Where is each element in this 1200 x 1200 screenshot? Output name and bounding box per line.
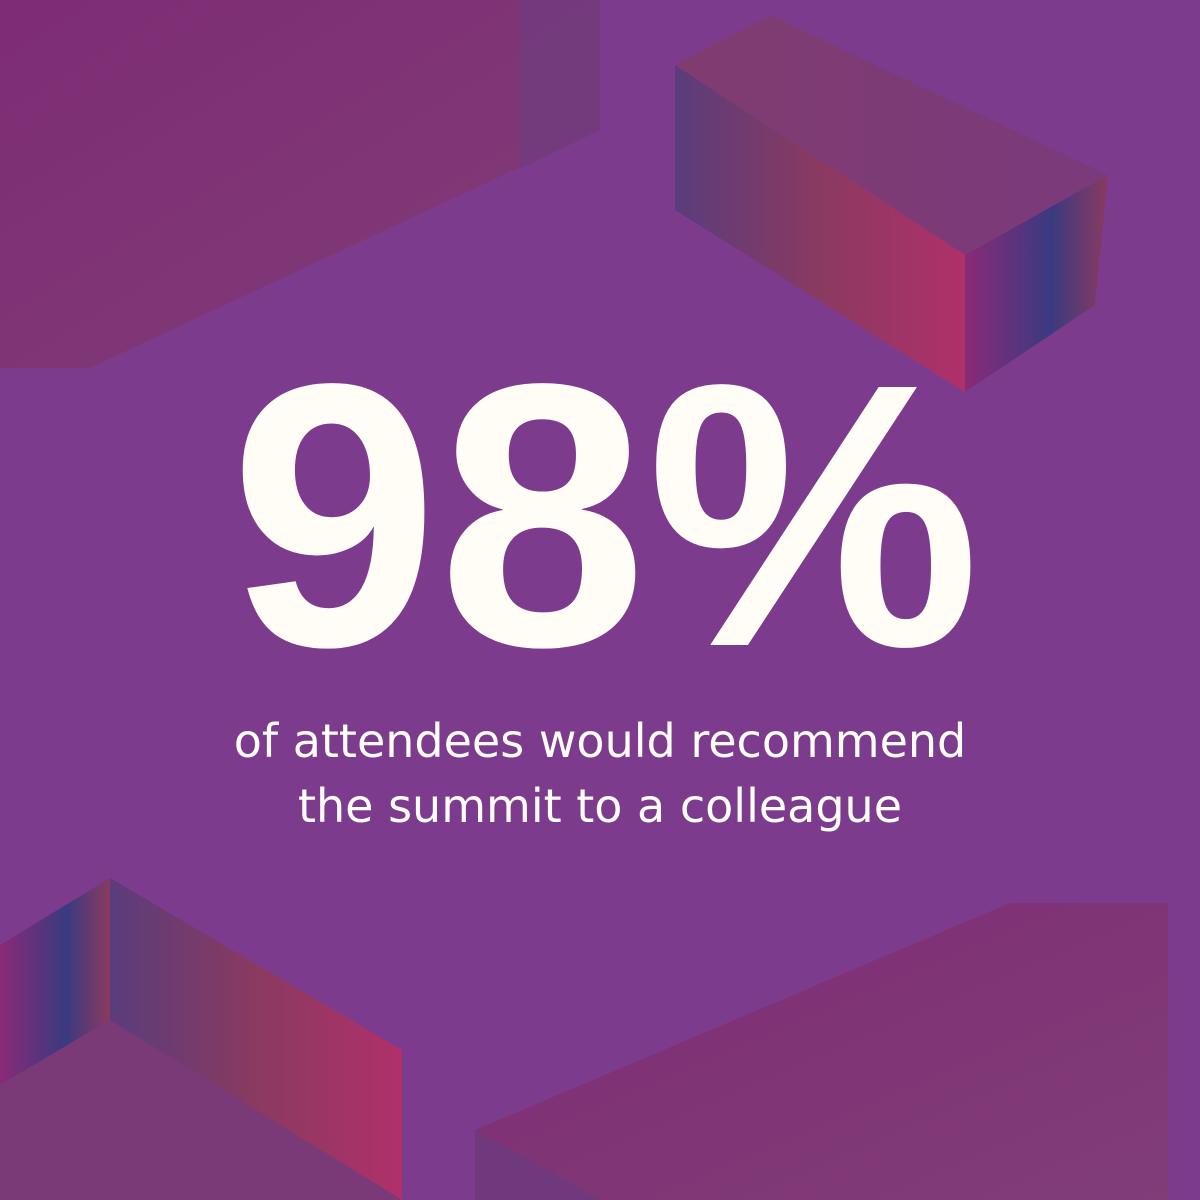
deco-block-right bbox=[965, 175, 1108, 392]
deco-block-left bbox=[675, 65, 965, 392]
deco-block-front bbox=[110, 878, 402, 1200]
deco-block-side bbox=[520, 0, 600, 170]
caption-line: the summit to a colleague bbox=[298, 779, 902, 833]
deco-block bbox=[475, 903, 1168, 1200]
deco-block bbox=[0, 0, 600, 368]
stat-value: 98% bbox=[230, 307, 981, 725]
caption-line: of attendees would recommend bbox=[234, 714, 967, 768]
deco-block-left bbox=[0, 878, 110, 1085]
deco-block-top bbox=[675, 15, 1108, 255]
deco-block-side bbox=[475, 1130, 600, 1200]
deco-block-top bbox=[0, 1020, 402, 1200]
